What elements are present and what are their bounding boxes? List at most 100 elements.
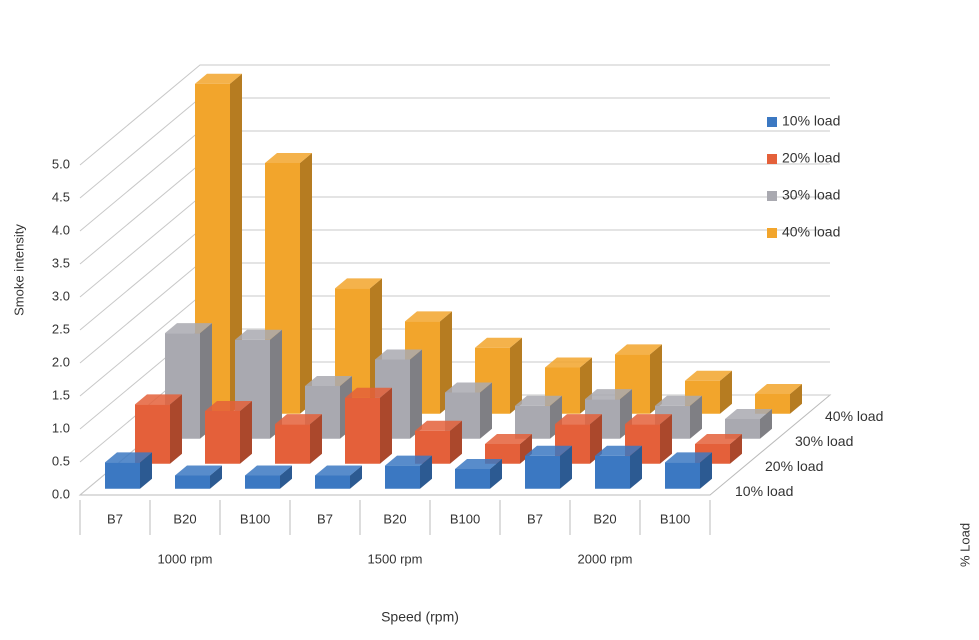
x-tick-label: B20 [593, 511, 616, 526]
bar-top [615, 344, 662, 355]
bar-top [385, 455, 432, 466]
bar-top [375, 349, 422, 360]
legend-label: 20% load [782, 150, 840, 166]
bar [175, 475, 210, 489]
bar-top [755, 383, 802, 394]
legend-label: 40% load [782, 224, 840, 240]
bar-side [210, 465, 222, 489]
y-tick-label: 0.0 [52, 486, 70, 501]
bar-top [455, 458, 502, 469]
bar-side [650, 344, 662, 414]
bar-top [585, 389, 632, 400]
bar-top [275, 414, 322, 425]
bar-side [270, 329, 282, 439]
bar-top [135, 394, 182, 405]
legend-swatch [767, 117, 777, 127]
bar-side [230, 73, 242, 414]
x-tick-label: B100 [240, 511, 270, 526]
bar-side [450, 420, 462, 464]
bar-side [410, 349, 422, 439]
bar-side [700, 452, 712, 489]
bar-side [480, 382, 492, 439]
bar-top [655, 395, 702, 406]
y-tick-label: 1.0 [52, 420, 70, 435]
grid-line [79, 97, 830, 199]
bar-side [440, 311, 452, 414]
bar-top [165, 323, 212, 334]
depth-label: 20% load [765, 458, 823, 474]
bar [245, 475, 280, 489]
bar [275, 424, 310, 464]
bar [345, 397, 380, 464]
y-tick-label: 4.5 [52, 189, 70, 204]
bar [525, 455, 560, 489]
bar-top [245, 465, 292, 476]
y-tick-label: 0.5 [52, 453, 70, 468]
x-tick-label: B100 [450, 511, 480, 526]
bar-top [545, 357, 592, 368]
legend-label: 10% load [782, 113, 840, 129]
bar [105, 462, 140, 489]
x-tick-label: B7 [317, 511, 333, 526]
bar-top [515, 395, 562, 406]
bar [385, 465, 420, 489]
bar [485, 443, 520, 464]
bar-top [695, 433, 742, 444]
bar-side [240, 400, 252, 464]
grid-line [79, 163, 830, 265]
x-tick-label: B100 [660, 511, 690, 526]
bar-top [445, 382, 492, 393]
bar-side [660, 414, 672, 464]
bar-side [730, 433, 742, 464]
grid-line [79, 130, 830, 232]
bar-top [625, 414, 672, 425]
bar-side [300, 152, 312, 414]
group-label: 1000 rpm [158, 551, 213, 566]
bar-side [170, 394, 182, 464]
bar [725, 418, 760, 439]
legend-swatch [767, 154, 777, 164]
bar-top [415, 420, 462, 431]
bar [515, 405, 550, 439]
bar [755, 393, 790, 414]
bar-top [595, 445, 642, 456]
bar-top [205, 400, 252, 411]
bar-top [235, 329, 282, 340]
z-axis-title: % Load [957, 523, 972, 567]
depth-label: 30% load [795, 433, 853, 449]
depth-label: 10% load [735, 483, 793, 499]
x-tick-label: B20 [383, 511, 406, 526]
bar [455, 468, 490, 489]
bar-top [485, 433, 532, 444]
bar-side [590, 414, 602, 464]
y-tick-label: 3.5 [52, 255, 70, 270]
bar-side [630, 445, 642, 489]
bar-side [380, 387, 392, 464]
x-tick-label: B20 [173, 511, 196, 526]
y-tick-label: 5.0 [52, 156, 70, 171]
bar-top [175, 465, 222, 476]
bar [205, 410, 240, 464]
bar-side [420, 455, 432, 489]
bar [595, 455, 630, 489]
bar [415, 430, 450, 464]
bar-side [140, 452, 152, 489]
bar-top [315, 465, 362, 476]
bar-side [510, 337, 522, 414]
bar-top [685, 370, 732, 381]
bar-top [525, 445, 572, 456]
bar-top [305, 375, 352, 386]
y-tick-label: 3.0 [52, 288, 70, 303]
bar-top [475, 337, 522, 348]
depth-label: 40% load [825, 408, 883, 424]
group-label: 1500 rpm [368, 551, 423, 566]
bar-side [280, 465, 292, 489]
bar-top [725, 408, 772, 419]
y-tick-label: 2.5 [52, 321, 70, 336]
y-axis-title: Smoke intensity [11, 224, 26, 316]
y-tick-label: 4.0 [52, 222, 70, 237]
grid-line [79, 196, 830, 298]
bar-side [790, 383, 802, 414]
legend-swatch [767, 228, 777, 238]
